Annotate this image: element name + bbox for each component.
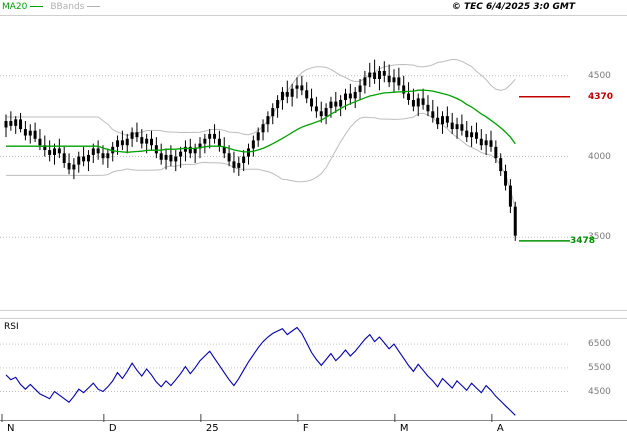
month-label: A	[496, 423, 504, 434]
rsi-panel-label: RSI	[4, 322, 19, 332]
copyright-text: © TEC 6/4/2025 3:0 GMT	[451, 2, 575, 12]
level-label: 3478	[570, 235, 596, 246]
price-axis-label: 3500	[588, 232, 611, 243]
level-label: 4370	[588, 91, 614, 102]
month-label: D	[108, 423, 117, 434]
rsi-axis-label: 4500	[588, 386, 611, 397]
month-label: F	[302, 423, 309, 434]
month-label: M	[399, 423, 409, 434]
month-label: 25	[205, 423, 219, 434]
legend-item-bbands: BBands	[50, 2, 85, 12]
rsi-axis-label: 6500	[588, 339, 611, 350]
legend-swatch-icon	[30, 5, 44, 8]
rsi-axis-label: 5500	[588, 362, 611, 373]
legend-item-ma20: MA20	[2, 2, 28, 12]
price-axis-label: 4500	[588, 70, 611, 81]
legend: MA20 BBands	[2, 2, 107, 13]
month-label: N	[7, 423, 15, 434]
price-axis-label: 4000	[588, 151, 611, 162]
legend-swatch-icon	[87, 5, 101, 8]
